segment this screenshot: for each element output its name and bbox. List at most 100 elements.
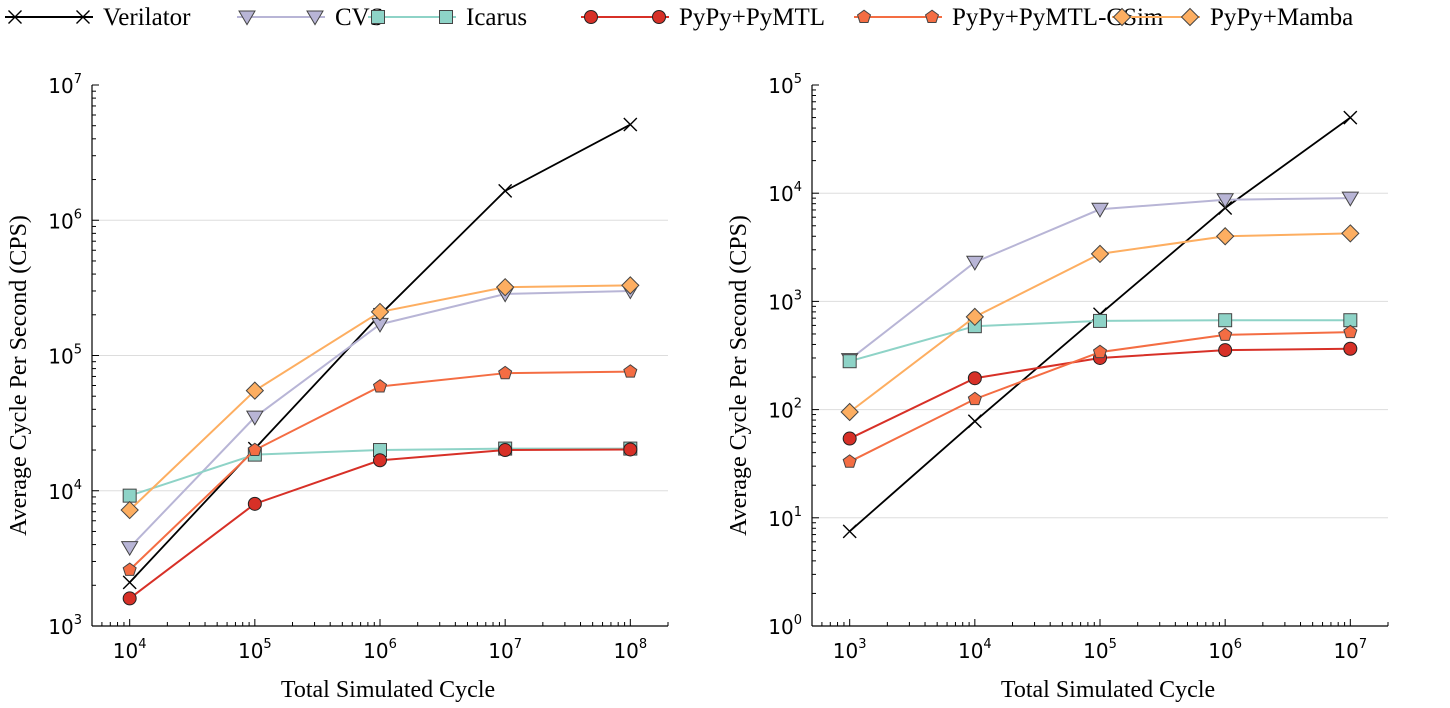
data-point-icarus [122, 488, 137, 503]
y-tick-label: 107 [48, 72, 82, 98]
data-point-pypy-mamba [245, 381, 265, 400]
series-line-verilator [129, 123, 631, 584]
series-line-cvs [849, 197, 1351, 361]
data-point-pypy-pymtl-csim [842, 454, 857, 468]
y-tick-label: 103 [48, 613, 82, 639]
data-point-pypy-pymtl-csim [1092, 344, 1108, 359]
legend-marker-circle-icon [584, 10, 598, 24]
y-axis-label: Average Cycle Per Second (CPS) [726, 215, 752, 536]
data-point-pypy-pymtl-csim [967, 391, 982, 406]
x-tick-label: 103 [833, 637, 867, 663]
legend-marker-pentagon-icon [856, 9, 872, 23]
x-tick-label: 107 [488, 637, 522, 663]
axes: 103 104 105 106 107 100 101 102 103 104 105 [768, 72, 1389, 663]
data-point-pypy-pymtl [623, 442, 638, 457]
data-point-verilator [842, 524, 857, 539]
y-tick-label: 106 [48, 207, 82, 233]
data-point-pypy-pymtl-csim [1343, 324, 1358, 339]
legend-item-pypy-pymtl: PyPy+PyMTL [581, 4, 825, 31]
x-tick-label: 105 [238, 637, 272, 663]
x-tick-label: 106 [363, 637, 397, 663]
x-tick-label: 104 [958, 637, 992, 663]
data-point-verilator [498, 183, 513, 198]
data-point-pypy-pymtl [122, 591, 137, 606]
data-point-pypy-pymtl [498, 443, 513, 458]
legend-item-verilator: Verilator [5, 4, 191, 31]
data-point-pypy-pymtl-csim [1218, 327, 1233, 341]
series-cvs [840, 191, 1360, 369]
data-point-pypy-pymtl [373, 453, 387, 468]
series-pypy-pymtl-csim [122, 364, 638, 576]
data-point-pypy-mamba [1090, 244, 1110, 264]
data-point-verilator [122, 575, 137, 590]
x-tick-label: 108 [613, 637, 647, 663]
series-icarus [122, 441, 638, 503]
grid [812, 192, 1388, 519]
y-tick-label: 104 [48, 478, 82, 504]
y-axis-label: Average Cycle Per Second (CPS) [6, 215, 32, 536]
x-tick-label: 107 [1333, 637, 1367, 663]
data-point-pypy-mamba [1341, 224, 1360, 243]
data-point-pypy-pymtl-csim [623, 364, 638, 378]
legend-marker-triangle-down-icon [238, 10, 256, 26]
series-group [840, 110, 1360, 539]
data-point-cvs [120, 541, 139, 557]
data-point-pypy-pymtl [1218, 343, 1233, 358]
y-tick-label: 102 [768, 397, 802, 423]
series-pypy-pymtl [122, 442, 638, 606]
legend-marker-diamond-icon [1180, 7, 1200, 27]
y-tick-label: 105 [48, 343, 82, 369]
legend-label: Icarus [466, 4, 527, 31]
data-point-pypy-mamba [120, 500, 139, 520]
data-point-pypy-pymtl [842, 431, 857, 446]
legend-item-icarus: Icarus [368, 4, 527, 31]
series-cvs [120, 284, 640, 557]
data-point-pypy-pymtl-csim [498, 365, 513, 380]
x-tick-label: 105 [1083, 637, 1117, 663]
series-pypy-mamba [840, 224, 1360, 422]
data-point-icarus [842, 354, 857, 369]
data-point-pypy-pymtl-csim [247, 442, 262, 457]
data-point-icarus [1093, 313, 1107, 328]
data-point-cvs [245, 410, 264, 426]
data-point-verilator [623, 117, 638, 132]
legend-marker-x-icon [76, 10, 90, 24]
x-tick-label: 106 [1208, 637, 1242, 663]
series-icarus [842, 313, 1358, 369]
axes: 104 105 106 107 108 103 104 105 106 107 [48, 72, 669, 663]
series-pypy-mamba [120, 276, 640, 520]
x-tick-label: 104 [113, 637, 147, 663]
x-axis-label: Total Simulated Cycle [1001, 677, 1215, 703]
y-tick-label: 100 [768, 613, 802, 639]
y-tick-label: 101 [768, 505, 802, 531]
legend-label: PyPy+PyMTL [679, 4, 825, 31]
legend-marker-triangle-down-icon [306, 10, 324, 26]
data-point-pypy-mamba [840, 402, 859, 422]
series-group [120, 117, 640, 606]
legend-marker-square-icon [371, 10, 385, 24]
legend-item-pypy-mamba: PyPy+Mamba [1112, 4, 1353, 31]
data-point-pypy-mamba [370, 302, 390, 322]
left-chart: 104 105 106 107 108 103 104 105 106 107 Total Simu… [6, 72, 669, 703]
legend-label: PyPy+Mamba [1210, 4, 1353, 31]
series-pypy-pymtl [842, 341, 1358, 446]
x-axis-label: Total Simulated Cycle [281, 677, 495, 703]
data-point-pypy-pymtl-csim [372, 379, 388, 393]
legend-marker-x-icon [8, 10, 22, 24]
legend: Verilator CVS Icarus PyPy+PyMTL PyPy+PyMTL-C… [5, 4, 1353, 31]
right-chart: 103 104 105 106 107 100 101 102 103 104 105 Total S… [726, 72, 1389, 703]
series-verilator [122, 117, 638, 590]
data-point-pypy-mamba [1215, 227, 1235, 246]
data-point-pypy-pymtl [247, 496, 262, 511]
data-point-cvs [1091, 202, 1109, 218]
legend-marker-pentagon-icon [924, 9, 940, 23]
data-point-pypy-pymtl [967, 371, 982, 386]
data-point-verilator [1343, 110, 1358, 125]
legend-marker-circle-icon [652, 10, 666, 24]
data-point-pypy-mamba [495, 277, 515, 297]
legend-label: Verilator [103, 4, 191, 31]
data-point-pypy-pymtl-csim [122, 562, 137, 576]
legend-item-cvs: CVS [237, 4, 384, 31]
y-tick-label: 104 [768, 180, 802, 206]
